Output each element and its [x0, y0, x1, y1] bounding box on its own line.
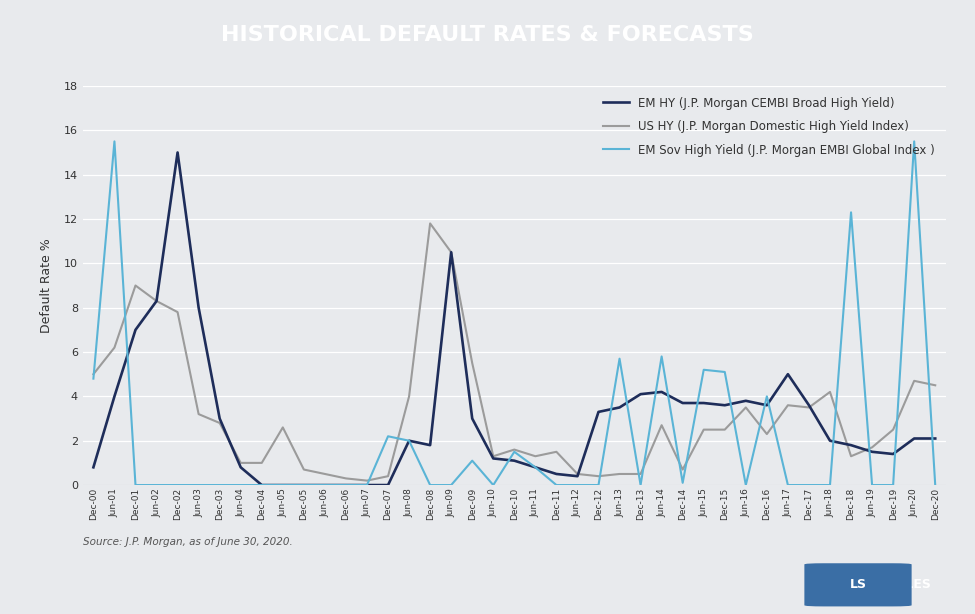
- Text: LOOMIS | SAYLES: LOOMIS | SAYLES: [811, 578, 931, 591]
- Text: HISTORICAL DEFAULT RATES & FORECASTS: HISTORICAL DEFAULT RATES & FORECASTS: [221, 25, 754, 45]
- Y-axis label: Default Rate %: Default Rate %: [40, 238, 53, 333]
- Text: LS: LS: [849, 578, 867, 591]
- Text: Source: J.P. Morgan, as of June 30, 2020.: Source: J.P. Morgan, as of June 30, 2020…: [83, 537, 292, 546]
- Legend: EM HY (J.P. Morgan CEMBI Broad High Yield), US HY (J.P. Morgan Domestic High Yie: EM HY (J.P. Morgan CEMBI Broad High Yiel…: [599, 92, 940, 161]
- FancyBboxPatch shape: [804, 563, 912, 607]
